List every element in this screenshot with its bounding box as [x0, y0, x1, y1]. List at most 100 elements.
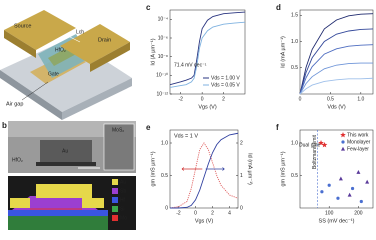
panel-letter: d	[276, 3, 281, 12]
point	[318, 140, 324, 146]
line	[170, 132, 239, 209]
y-tick-label: 1.0	[161, 140, 168, 146]
y-tick-label: 1.0	[291, 39, 298, 45]
y-tick-label: 0.5	[291, 65, 298, 71]
y-tick-label: 10⁻¹⁰	[156, 73, 168, 79]
line	[299, 28, 374, 95]
plot-frame	[169, 129, 239, 209]
leader-line	[21, 81, 49, 101]
plot-frame	[299, 9, 374, 95]
eds-layer	[8, 216, 108, 230]
y-tick-label: 10⁻¹²	[156, 91, 168, 97]
drain-pad	[60, 24, 130, 64]
y2-tick-label: 2	[240, 140, 243, 146]
legend-swatch	[341, 140, 345, 144]
x-tick-label: 1.0	[357, 96, 364, 102]
point	[320, 190, 324, 194]
source-pad	[4, 10, 76, 50]
y-tick-label: 0	[165, 205, 168, 211]
legend-label: Au	[120, 179, 126, 185]
eds-legend: Au Sb Hf Si Mo	[112, 179, 127, 221]
legend-swatch	[112, 215, 118, 221]
x-tick-label: 0.5	[327, 96, 334, 102]
legend-label: Monolayer	[347, 139, 371, 145]
panel-letter: b	[2, 121, 7, 130]
device-illustration: Source Drain HfO₂ Gate Air gap Lch	[0, 10, 132, 120]
label: Lch	[76, 29, 84, 35]
y-tick-label: 10⁻⁸	[158, 54, 168, 60]
x-axis-label: Vgs (V)	[198, 104, 217, 110]
legend-label: Mo	[120, 215, 127, 221]
eds-layer	[12, 196, 98, 210]
y2-axis-label: Id (mA µm⁻¹)	[247, 153, 253, 185]
y2-tick-label: 0	[240, 205, 243, 211]
y-tick-label: 10⁻⁶	[158, 35, 168, 41]
point	[338, 176, 343, 181]
line	[169, 21, 246, 88]
label: Au	[62, 148, 68, 154]
line	[299, 44, 374, 95]
y-axis-label: Id (mA µm⁻¹)	[280, 36, 286, 68]
x-tick-label: 0	[201, 96, 204, 102]
legend-label: Vds = 1.00 V	[211, 75, 240, 81]
legend-label: Si	[120, 206, 124, 212]
length-marker	[67, 35, 81, 43]
annotation: Dual gate	[299, 142, 321, 148]
eds-electrode	[82, 198, 104, 208]
x-tick-label: 200	[354, 210, 363, 216]
point	[336, 196, 340, 200]
substrate-side	[0, 70, 62, 120]
annotation: 71.4 mV dec⁻¹	[174, 62, 207, 68]
x-tick-label: 0	[194, 210, 197, 216]
line	[169, 11, 246, 86]
eds-electrode	[10, 198, 30, 208]
legend-label: Vds = 0.05 V	[211, 82, 240, 88]
x-tick-label: -2	[178, 96, 183, 102]
annotation: Vds = 1 V	[174, 133, 198, 139]
label: Air gap	[6, 101, 23, 107]
x-axis-label: Vgs (V)	[195, 218, 214, 224]
point	[347, 192, 352, 197]
label: Drain	[98, 37, 111, 43]
y-tick-label: 10⁻⁴	[158, 17, 168, 23]
reference-label: Boltzmann limit	[312, 134, 318, 169]
tem-layer	[36, 162, 96, 166]
y-axis-label: gm (mS µm⁻¹)	[280, 151, 286, 186]
x-tick-label: -2	[176, 210, 181, 216]
point	[321, 141, 328, 148]
y-tick-label: 0.5	[161, 173, 168, 179]
x-tick-label: 100	[325, 210, 334, 216]
legend-swatch	[112, 197, 118, 203]
legend-swatch	[112, 206, 118, 212]
x-tick-label: 4	[228, 210, 231, 216]
y-axis-label: Id (A µm⁻¹)	[150, 38, 156, 65]
arrow	[205, 167, 225, 171]
y2-tick-label: 1	[240, 173, 243, 179]
point	[356, 170, 361, 174]
legend-swatch	[112, 188, 118, 194]
line	[299, 13, 374, 95]
line	[169, 142, 239, 209]
plot-frame	[299, 129, 374, 209]
legend-label: Sb	[120, 188, 126, 194]
substrate-side	[62, 78, 132, 120]
x-axis-label: Vds (V)	[327, 104, 346, 110]
line	[299, 77, 374, 95]
legend-label: Few-layer	[347, 146, 369, 152]
label: HfO₂	[12, 157, 23, 163]
label: Source	[14, 23, 31, 29]
x-tick-label: 2	[211, 210, 214, 216]
panel-letter: e	[146, 123, 151, 132]
y-tick-label: 0.5	[291, 173, 298, 179]
y-axis-label: gm (mS µm⁻¹)	[150, 151, 156, 186]
point	[327, 183, 331, 187]
drain-side	[90, 42, 130, 72]
eds-layer	[8, 210, 108, 216]
tem-panel: b Au MoS₂ HfO₂ Au Sb Hf Si Mo	[2, 121, 136, 230]
y-tick-label: 1.0	[291, 140, 298, 146]
panel-letter: c	[146, 3, 151, 12]
legend-label: Hf	[120, 197, 126, 203]
label: MoS₂	[112, 127, 124, 133]
legend-swatch	[340, 132, 346, 138]
